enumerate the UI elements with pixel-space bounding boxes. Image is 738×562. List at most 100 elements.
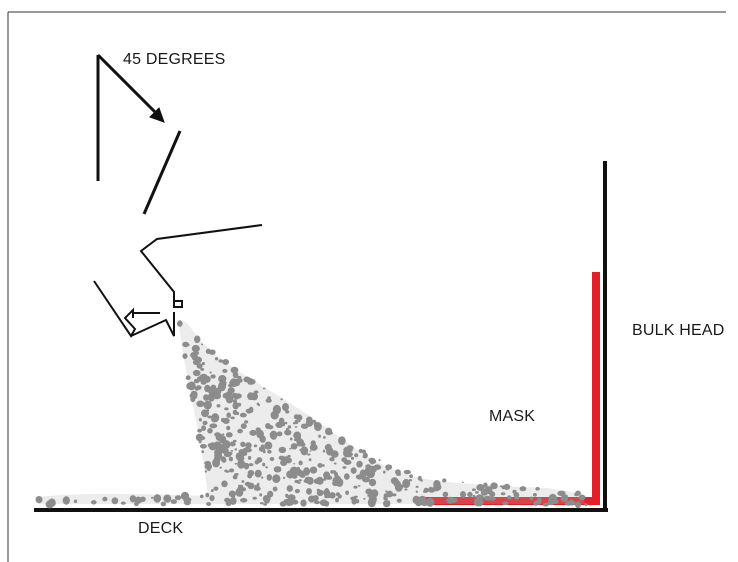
spray-speck: [257, 482, 260, 486]
spray-speck: [203, 375, 211, 383]
spray-speck: [277, 410, 280, 413]
spray-speck: [335, 492, 340, 497]
spray-speck: [272, 486, 278, 492]
spray-speck: [197, 428, 203, 433]
spray-speck: [278, 446, 287, 454]
mask-label: MASK: [489, 408, 536, 425]
spray-speck: [547, 498, 555, 506]
spray-speck: [222, 359, 230, 365]
spray-speck: [274, 432, 277, 435]
spray-speck: [207, 415, 213, 419]
spray-speck: [487, 491, 491, 495]
spray-speck: [435, 483, 442, 491]
spray-speck: [310, 440, 316, 447]
spray-speck: [283, 499, 289, 503]
spray-speck: [237, 375, 242, 379]
spray-speck: [238, 484, 242, 487]
spray-speck: [198, 418, 202, 422]
spray-speck: [218, 359, 224, 363]
spray-speck: [343, 459, 352, 465]
spray-speck: [212, 458, 221, 468]
spray-speck: [345, 490, 349, 496]
spray-speck: [244, 420, 249, 424]
spray-speck: [244, 481, 251, 487]
spray-speck: [150, 496, 154, 499]
spray-speck: [237, 456, 242, 460]
spray-speck: [475, 491, 479, 494]
spray-speck: [134, 502, 137, 506]
spray-speck: [278, 455, 285, 461]
spray-speck: [207, 443, 213, 448]
spray-speck: [111, 497, 119, 505]
angle-label: 45 DEGREES: [123, 51, 226, 68]
spray-speck: [282, 403, 289, 412]
spray-speck: [205, 492, 210, 498]
spray-speck: [304, 476, 312, 482]
spray-speck: [442, 478, 447, 483]
spray-speck: [269, 457, 275, 461]
spray-speck: [187, 344, 190, 346]
spray-speck: [378, 459, 381, 462]
spray-speck: [219, 466, 222, 469]
spray-speck: [213, 486, 219, 491]
spray-speck: [578, 494, 586, 501]
spray-plume: [35, 319, 588, 509]
spray-speck: [584, 503, 588, 507]
spray-speck: [383, 496, 387, 499]
spray-speck: [234, 448, 238, 451]
spray-speck: [355, 499, 360, 504]
spray-speck: [229, 378, 238, 388]
spray-speck: [299, 474, 306, 478]
spray-speck: [263, 495, 271, 504]
spray-speck: [200, 367, 205, 371]
spray-speck: [254, 460, 257, 462]
spray-speck: [293, 463, 296, 465]
spray-speck: [300, 499, 307, 507]
spray-speck: [224, 497, 231, 503]
spray-speck: [259, 502, 264, 505]
spray-speck: [265, 466, 268, 469]
spray-speck: [483, 495, 492, 501]
spray-speck: [460, 491, 466, 498]
spray-speck: [267, 425, 274, 430]
spray-speck: [170, 499, 177, 504]
spray-speck: [183, 499, 191, 506]
spray-speck: [417, 475, 422, 481]
spray-speck: [201, 450, 204, 454]
spray-speck: [214, 357, 219, 361]
spray-speck: [322, 449, 326, 453]
spray-speck: [225, 432, 233, 438]
spray-speck: [301, 447, 306, 452]
spray-speck: [314, 500, 320, 505]
spray-speck: [241, 480, 245, 483]
spray-speck: [309, 466, 318, 474]
spray-speck: [575, 490, 581, 496]
spray-speck: [289, 437, 293, 441]
spray-speck: [292, 499, 299, 505]
spray-speck: [204, 470, 207, 473]
spray-speck: [240, 451, 248, 456]
spray-speck: [182, 341, 190, 348]
spray-speck: [182, 496, 185, 499]
spray-speck: [245, 442, 252, 449]
spray-speck: [333, 472, 339, 477]
spray-speck: [483, 482, 488, 488]
spray-speck: [204, 461, 212, 466]
spray-speck: [396, 498, 402, 503]
spray-speck: [282, 476, 286, 479]
spray-speck: [330, 470, 334, 474]
spray-speck: [266, 474, 273, 481]
spray-speck: [388, 500, 391, 503]
spray-speck: [202, 420, 208, 426]
spray-speck: [535, 487, 540, 491]
spray-speck: [174, 495, 182, 501]
spray-speck: [210, 374, 216, 379]
spray-speck: [214, 452, 223, 460]
spray-speck: [309, 450, 312, 452]
spray-speck: [428, 486, 433, 492]
spray-direction-line: [142, 130, 182, 215]
spray-speck: [196, 400, 205, 408]
spray-speck: [73, 499, 78, 504]
spray-speck: [307, 453, 311, 456]
spray-speck: [261, 476, 264, 479]
